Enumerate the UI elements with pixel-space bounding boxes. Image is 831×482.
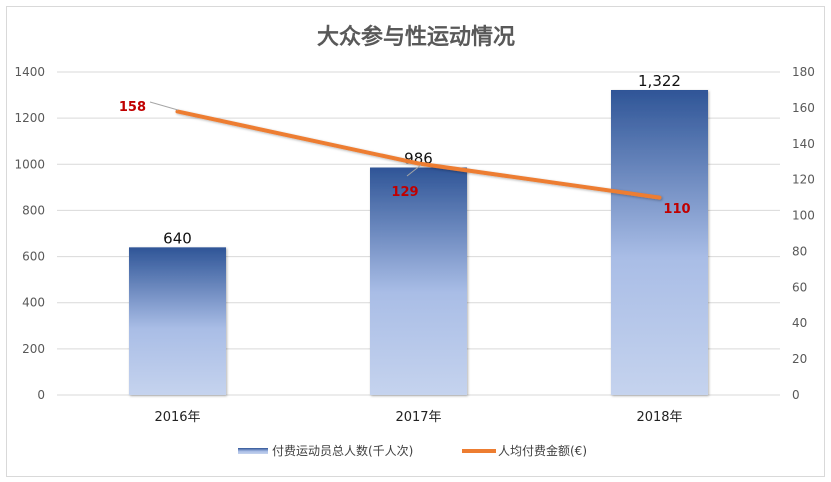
- right-tick-label: 0: [792, 388, 800, 402]
- legend-bar-swatch: [238, 448, 268, 454]
- left-tick-label: 200: [22, 342, 45, 356]
- right-tick-label: 180: [792, 65, 815, 79]
- bar: [370, 167, 467, 395]
- legend-line-label: 人均付费金额(€): [498, 443, 587, 458]
- right-tick-label: 20: [792, 352, 807, 366]
- bar: [129, 247, 226, 395]
- category-label: 2017年: [395, 410, 441, 425]
- leader-line: [406, 164, 422, 177]
- right-tick-label: 140: [792, 137, 815, 151]
- bar-value-label: 1,322: [638, 72, 681, 90]
- left-tick-label: 800: [22, 203, 45, 217]
- right-tick-label: 40: [792, 316, 807, 330]
- right-tick-label: 80: [792, 244, 807, 258]
- left-tick-label: 0: [37, 388, 45, 402]
- leader-line: [149, 101, 179, 111]
- right-axis: 0 20 40 60 80 100 120 140 160 180: [792, 65, 815, 402]
- category-label: 2018年: [636, 410, 682, 425]
- line-path: [175, 109, 662, 200]
- left-tick-label: 1000: [14, 157, 45, 171]
- right-tick-label: 60: [792, 280, 807, 294]
- category-axis: 2016年 2017年 2018年: [154, 410, 682, 425]
- left-tick-label: 1200: [14, 111, 45, 125]
- left-axis: 0 200 400 600 800 1000 1200 1400: [14, 65, 45, 402]
- line-value-label: 110: [663, 202, 690, 217]
- legend-bar-label: 付费运动员总人数(千人次): [272, 443, 413, 458]
- left-tick-label: 400: [22, 296, 45, 310]
- line-series: 158 129 110: [119, 100, 691, 217]
- right-tick-label: 100: [792, 209, 815, 223]
- bar: [611, 89, 708, 395]
- category-label: 2016年: [154, 410, 200, 425]
- line-value-label: 129: [391, 185, 418, 200]
- chart-title: 大众参与性运动情况: [317, 24, 515, 50]
- right-tick-label: 160: [792, 101, 815, 115]
- bar-value-label: 640: [163, 229, 192, 247]
- left-tick-label: 1400: [14, 65, 45, 79]
- left-tick-label: 600: [22, 250, 45, 264]
- line-value-label: 158: [119, 100, 146, 115]
- right-tick-label: 120: [792, 173, 815, 187]
- legend: 付费运动员总人数(千人次) 人均付费金额(€): [238, 443, 587, 458]
